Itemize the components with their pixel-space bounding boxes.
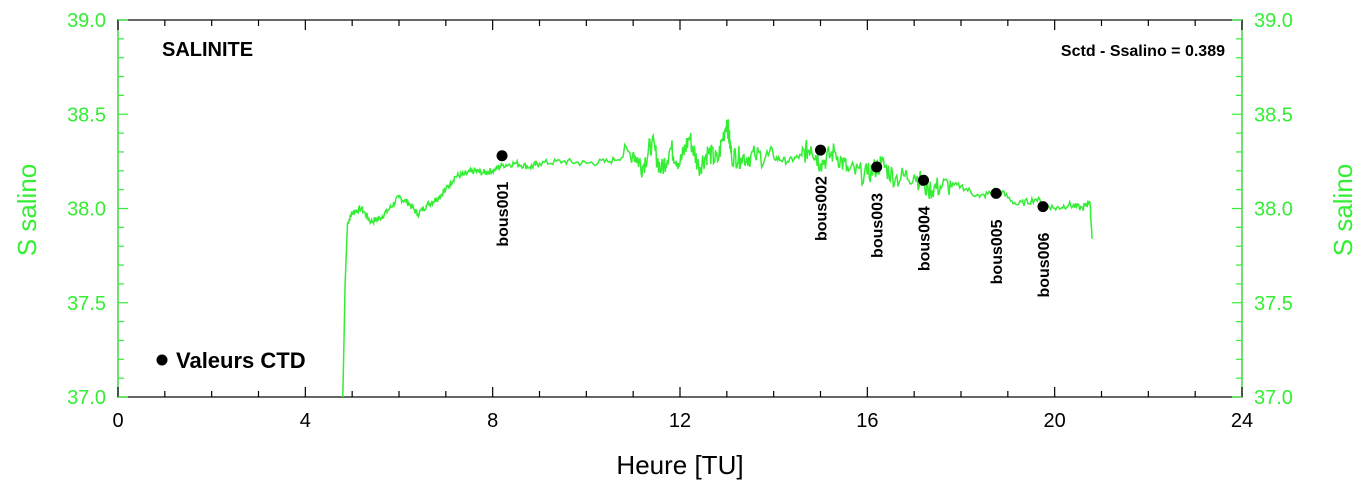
x-tick-label: 20	[1044, 410, 1066, 432]
ctd-point-label: bous005	[989, 219, 1006, 284]
y-tick-label-right: 37.0	[1254, 387, 1293, 409]
x-tick-label: 24	[1231, 410, 1253, 432]
ctd-point-label: bous003	[870, 193, 887, 258]
difference-annotation: Sctd - Ssalino = 0.389	[1061, 43, 1225, 60]
y-tick-label-left: 39.0	[67, 10, 106, 32]
ctd-points: bous001 bous002 bous003 bous004 bous005 bous0…	[495, 144, 1053, 298]
y-tick-label-right: 38.5	[1254, 104, 1293, 126]
x-tick-label: 16	[856, 410, 878, 432]
ctd-point-label: bous004	[917, 206, 934, 271]
y-axis-title-left: S salino	[12, 164, 42, 257]
y-axis-title-right: S salino	[1328, 164, 1358, 257]
y-tick-label-right: 39.0	[1254, 10, 1293, 32]
x-tick-label: 8	[487, 410, 498, 432]
ctd-point-label: bous002	[814, 176, 831, 241]
x-tick-label: 4	[300, 410, 311, 432]
ctd-point-label: bous001	[495, 182, 512, 247]
y-tick-label-left: 38.0	[67, 199, 106, 221]
ctd-point	[1037, 201, 1049, 213]
y-tick-label-right: 38.0	[1254, 199, 1293, 221]
ctd-point	[815, 144, 826, 156]
ctd-point	[871, 161, 883, 173]
x-tick-label: 0	[112, 410, 123, 432]
ctd-point	[496, 150, 508, 162]
x-tick-label: 12	[669, 410, 691, 432]
ctd-point	[918, 174, 930, 186]
y-tick-label-left: 37.0	[67, 387, 106, 409]
y-tick-label-left: 38.5	[67, 104, 106, 126]
axis-ticks	[117, 19, 1243, 398]
legend-marker	[156, 354, 168, 366]
ctd-point	[990, 187, 1002, 199]
y-tick-label-left: 37.5	[67, 293, 106, 315]
x-axis-title: Heure [TU]	[616, 450, 743, 480]
y-tick-label-right: 37.5	[1254, 293, 1293, 315]
ctd-point-label: bous006	[1036, 233, 1053, 298]
plot-frame	[117, 19, 1243, 398]
chart-title: SALINITE	[162, 39, 253, 61]
legend-label: Valeurs CTD	[176, 348, 306, 373]
salinity-series-line	[342, 119, 1093, 398]
